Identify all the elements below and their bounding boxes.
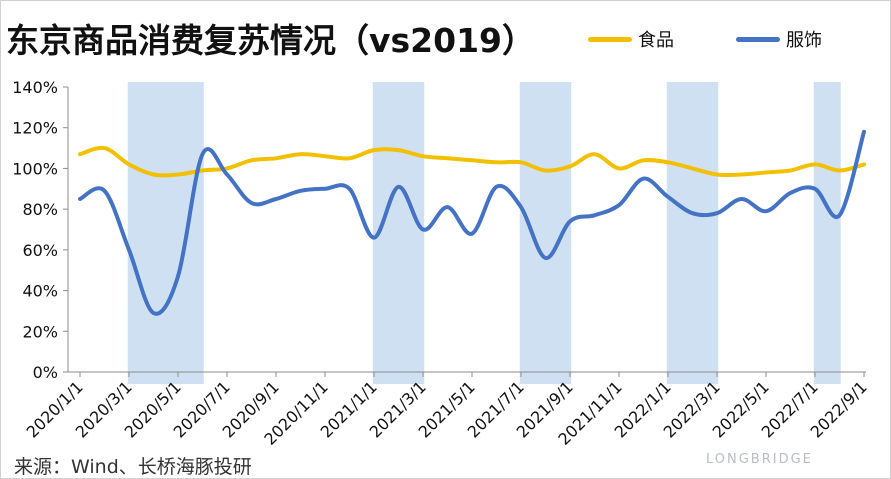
legend-swatch-apparel — [736, 36, 780, 42]
legend: 食品 服饰 — [588, 26, 888, 56]
watermark-text: LONGBRIDGE — [706, 452, 813, 467]
legend-swatch-food — [588, 36, 632, 42]
legend-label-food: 食品 — [638, 30, 674, 51]
legend-label-apparel: 服饰 — [786, 30, 822, 51]
legend-item-apparel: 服饰 — [736, 26, 822, 52]
y-tick-label: 100% — [12, 159, 58, 178]
y-tick-label: 80% — [22, 200, 58, 219]
shaded-period-4 — [813, 82, 841, 384]
source-note: 来源：Wind、长桥海豚投研 — [14, 456, 252, 478]
shaded-period-1 — [372, 82, 425, 384]
shaded-period-3 — [666, 82, 719, 384]
shaded-period-0 — [127, 82, 204, 384]
y-tick-label: 40% — [22, 282, 58, 301]
series-line-apparel — [78, 129, 866, 316]
y-tick-label: 0% — [33, 363, 58, 382]
y-tick-label: 140% — [12, 78, 58, 97]
chart-title: 东京商品消费复苏情况（vs2019） — [6, 21, 535, 60]
y-tick-label: 120% — [12, 119, 58, 138]
series-line-food — [78, 145, 866, 178]
y-tick-label: 20% — [22, 322, 58, 341]
legend-item-food: 食品 — [588, 26, 674, 52]
y-tick-label: 60% — [22, 241, 58, 260]
